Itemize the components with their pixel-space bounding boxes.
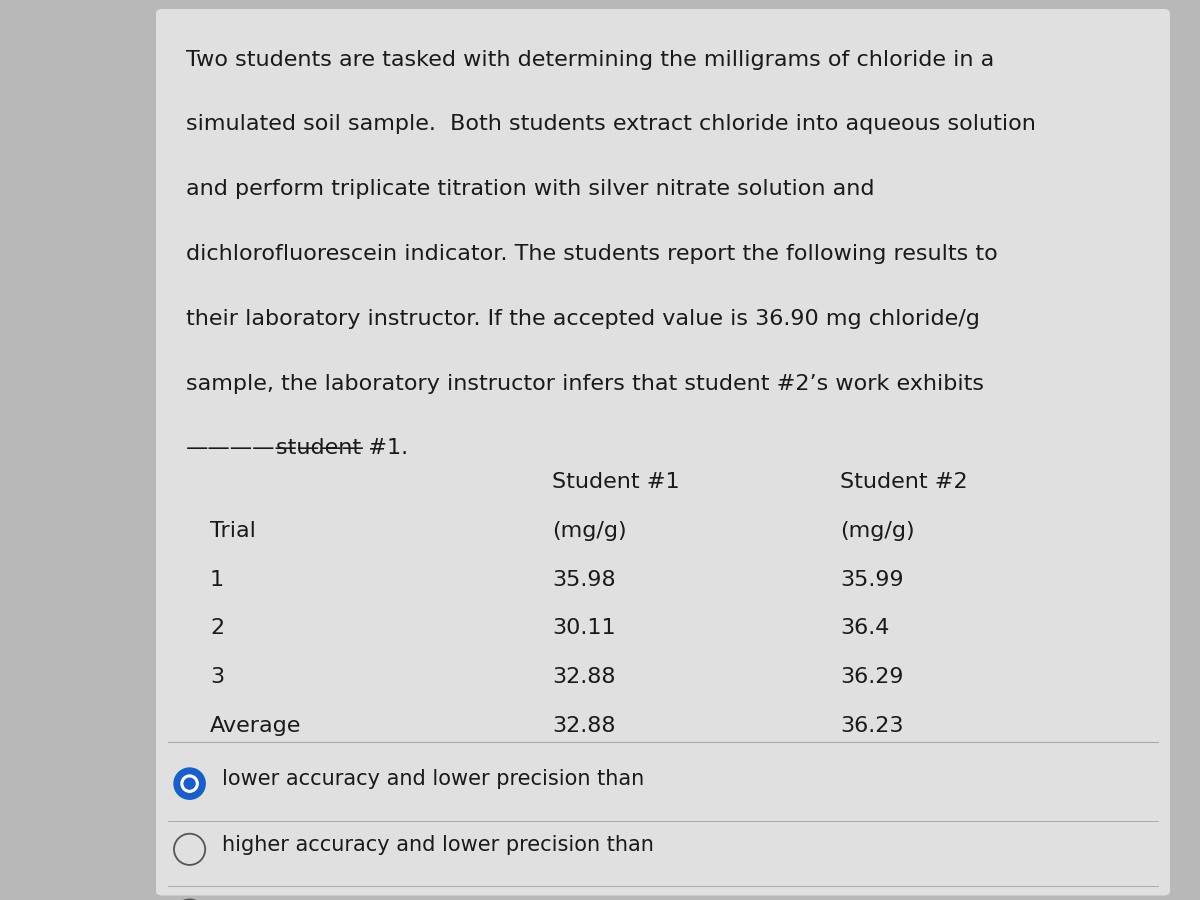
Text: simulated soil sample.  Both students extract chloride into aqueous solution: simulated soil sample. Both students ext… (186, 114, 1036, 134)
Text: student #1.: student #1. (276, 438, 408, 458)
Ellipse shape (181, 775, 198, 792)
Text: Student #1: Student #1 (552, 472, 679, 492)
Text: dichlorofluorescein indicator. The students report the following results to: dichlorofluorescein indicator. The stude… (186, 244, 997, 264)
Text: sample, the laboratory instructor infers that student #2’s work exhibits: sample, the laboratory instructor infers… (186, 374, 984, 393)
Text: 36.29: 36.29 (840, 667, 904, 687)
Text: Student #2: Student #2 (840, 472, 967, 492)
Text: ————————: ———————— (186, 438, 365, 458)
Ellipse shape (184, 778, 196, 789)
Text: (mg/g): (mg/g) (840, 521, 914, 541)
Text: lower accuracy and lower precision than: lower accuracy and lower precision than (222, 770, 644, 789)
Text: 30.11: 30.11 (552, 618, 616, 638)
Text: higher accuracy and lower precision than: higher accuracy and lower precision than (222, 835, 654, 855)
Text: (mg/g): (mg/g) (552, 521, 626, 541)
Text: 36.23: 36.23 (840, 716, 904, 735)
Text: 2: 2 (210, 618, 224, 638)
Text: 1: 1 (210, 570, 224, 590)
Text: and perform triplicate titration with silver nitrate solution and: and perform triplicate titration with si… (186, 179, 875, 199)
FancyBboxPatch shape (156, 9, 1170, 896)
Text: Average: Average (210, 716, 301, 735)
Text: 36.4: 36.4 (840, 618, 889, 638)
Text: Trial: Trial (210, 521, 256, 541)
Text: 3: 3 (210, 667, 224, 687)
Text: 35.98: 35.98 (552, 570, 616, 590)
Text: 35.99: 35.99 (840, 570, 904, 590)
Text: 32.88: 32.88 (552, 716, 616, 735)
Ellipse shape (174, 768, 205, 799)
Text: their laboratory instructor. If the accepted value is 36.90 mg chloride/g: their laboratory instructor. If the acce… (186, 309, 980, 328)
Text: Two students are tasked with determining the milligrams of chloride in a: Two students are tasked with determining… (186, 50, 995, 69)
Text: 32.88: 32.88 (552, 667, 616, 687)
